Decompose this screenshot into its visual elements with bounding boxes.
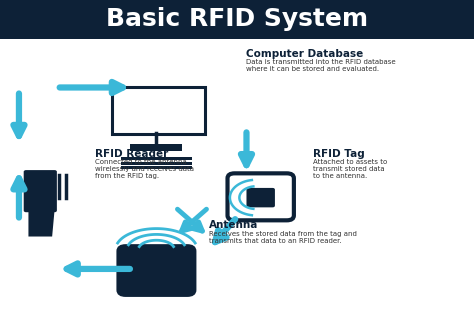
FancyBboxPatch shape (130, 144, 182, 151)
Text: Basic RFID System: Basic RFID System (106, 7, 368, 31)
Text: Receives the stored data from the tag and
transmits that data to an RFID reader.: Receives the stored data from the tag an… (209, 231, 356, 244)
FancyBboxPatch shape (121, 157, 192, 160)
FancyBboxPatch shape (24, 170, 57, 212)
FancyBboxPatch shape (246, 188, 275, 207)
FancyBboxPatch shape (121, 162, 192, 165)
FancyBboxPatch shape (123, 94, 194, 126)
Text: Connected to the antenna
wirelessly and receives data
from the RFID tag.: Connected to the antenna wirelessly and … (95, 159, 194, 179)
FancyBboxPatch shape (112, 87, 205, 134)
Text: RFID Tag: RFID Tag (313, 149, 365, 159)
FancyBboxPatch shape (0, 0, 474, 39)
Polygon shape (28, 211, 55, 237)
Text: Data is transmitted into the RFID database
where it can be stored and evaluated.: Data is transmitted into the RFID databa… (246, 59, 396, 72)
Text: Antenna: Antenna (209, 220, 258, 230)
FancyBboxPatch shape (228, 173, 294, 220)
Text: Attached to assets to
transmit stored data
to the antenna.: Attached to assets to transmit stored da… (313, 159, 387, 179)
FancyBboxPatch shape (121, 166, 192, 169)
Text: Computer Database: Computer Database (246, 49, 364, 59)
FancyBboxPatch shape (118, 246, 194, 295)
Text: RFID Reader: RFID Reader (95, 149, 168, 159)
